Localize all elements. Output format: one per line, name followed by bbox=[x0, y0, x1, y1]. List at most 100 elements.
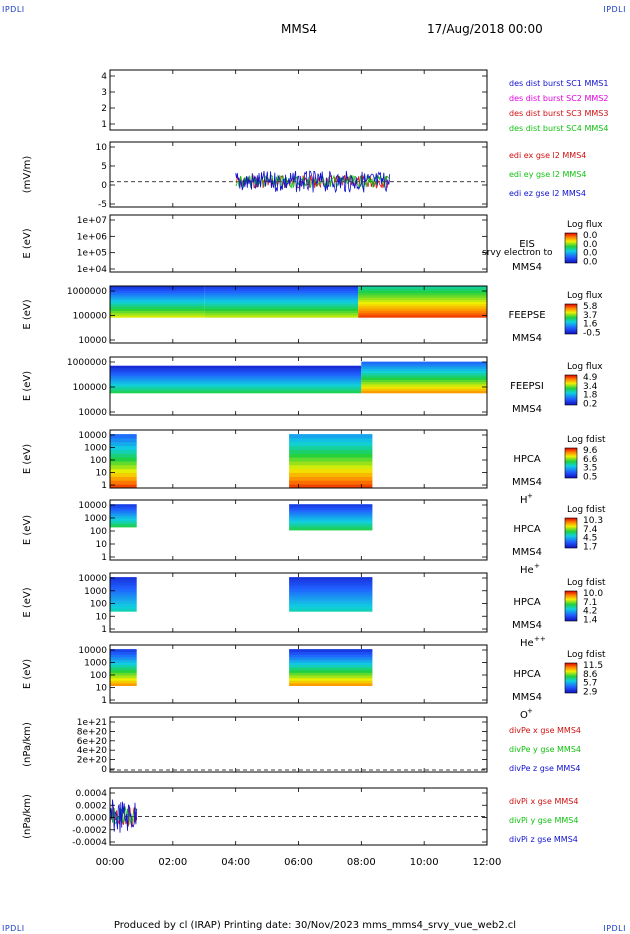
spectrogram-cell bbox=[289, 524, 373, 527]
species-charge: + bbox=[527, 492, 533, 500]
colorbar-tick-label: 4.5 bbox=[583, 534, 597, 544]
spectrogram-cell bbox=[110, 654, 137, 658]
spectrogram-cell bbox=[204, 310, 359, 314]
spectrogram-cell bbox=[289, 606, 373, 610]
colorbar-title: Log flux bbox=[567, 291, 603, 301]
y-tick-label: 8e+20 bbox=[77, 727, 108, 737]
spectrogram-cell bbox=[110, 659, 137, 663]
spectrogram-cell bbox=[110, 290, 205, 294]
spectrogram-cell bbox=[110, 594, 137, 597]
y-tick-label: 4e+20 bbox=[77, 746, 108, 756]
y-axis-label: (nPa/km) bbox=[22, 794, 33, 839]
spectrogram-cell bbox=[110, 677, 137, 681]
spacecraft-label: MMS4 bbox=[512, 620, 542, 631]
spectrogram-cell bbox=[361, 370, 487, 374]
colorbar-tick-label: 1.7 bbox=[583, 542, 597, 552]
series-line bbox=[109, 806, 138, 826]
spectrogram-cell bbox=[204, 308, 359, 311]
spectrogram-cell bbox=[289, 677, 373, 681]
spectrogram-cell bbox=[358, 312, 487, 316]
colorbar-tick-label: 9.6 bbox=[583, 446, 598, 456]
panel-edi-e bbox=[109, 141, 488, 208]
y-tick-label: 1000 bbox=[84, 514, 107, 524]
colorbar-tick-label: 11.5 bbox=[583, 661, 603, 671]
spectrogram-cell bbox=[358, 297, 487, 300]
y-tick-label: 10000 bbox=[78, 646, 107, 656]
y-tick-label: 100 bbox=[90, 671, 107, 681]
corner-mark-bottom-right: IPDLI bbox=[603, 924, 626, 933]
spectrogram-cell bbox=[361, 375, 487, 378]
instrument-label: HPCA bbox=[513, 524, 541, 535]
spectrogram-cell bbox=[358, 288, 487, 291]
spectrogram-cell bbox=[289, 449, 373, 454]
colorbar-tick-label: 5.7 bbox=[583, 679, 597, 689]
colorbar-title: Log flux bbox=[567, 220, 603, 230]
y-tick-label: 1 bbox=[101, 481, 107, 491]
species-label: He bbox=[520, 638, 534, 649]
spectrogram-cell bbox=[289, 517, 373, 520]
spectrogram-cell bbox=[289, 651, 373, 655]
y-tick-label: 10000 bbox=[78, 408, 107, 418]
y-tick-label: 100 bbox=[90, 527, 107, 537]
spectrogram-cell bbox=[110, 517, 137, 520]
species-label: He bbox=[520, 565, 534, 576]
spectrogram-cell bbox=[110, 445, 137, 450]
spectrogram-cell bbox=[110, 584, 137, 588]
colorbar-tick-label: 8.6 bbox=[583, 670, 598, 680]
footer-credit: Produced by cl (IRAP) Printing date: 30/… bbox=[113, 920, 517, 931]
spectrogram-cell bbox=[110, 523, 137, 526]
y-axis-label: E (eV) bbox=[22, 515, 33, 545]
legend-entry: divPe z gse MMS4 bbox=[509, 764, 580, 773]
colorbar-tick-label: 10.0 bbox=[583, 589, 603, 599]
spectrogram-cell bbox=[358, 303, 487, 307]
spectrogram-cell bbox=[358, 308, 487, 311]
spectrogram-cell bbox=[204, 312, 359, 316]
spacecraft-label: MMS4 bbox=[512, 404, 542, 415]
spectrogram-cell bbox=[110, 507, 137, 510]
spectrogram-cell bbox=[110, 453, 137, 458]
colorbar-tick-label: 3.7 bbox=[583, 311, 597, 321]
spectrogram-cell bbox=[289, 577, 373, 580]
spectrogram-cell bbox=[110, 586, 137, 590]
spectrogram-cell bbox=[110, 504, 137, 507]
spectrogram-cell bbox=[289, 461, 373, 466]
y-tick-label: 10 bbox=[96, 469, 108, 479]
spectrogram-cell bbox=[361, 377, 487, 380]
y-tick-label: 1 bbox=[101, 120, 107, 130]
spectrogram-cell bbox=[289, 662, 373, 666]
colorbar-tick-label: 7.1 bbox=[583, 598, 597, 608]
spectrogram-cell bbox=[358, 292, 487, 296]
spectrogram-cell bbox=[361, 386, 487, 389]
y-tick-label: 0.0002 bbox=[76, 801, 108, 811]
panel-eis bbox=[109, 214, 578, 273]
legend-entry: divPe x gse MMS4 bbox=[509, 726, 581, 735]
spectrogram-cell bbox=[110, 288, 205, 291]
spectrogram-cell bbox=[361, 388, 487, 392]
colorbar-tick-label: 7.4 bbox=[583, 525, 598, 535]
spectrogram-cell bbox=[110, 292, 205, 296]
spectrogram-cell bbox=[358, 286, 487, 289]
spectrogram-cell bbox=[289, 522, 373, 525]
y-tick-label: 1e+21 bbox=[77, 718, 107, 728]
y-tick-label: 1e+07 bbox=[77, 216, 107, 226]
instrument-label: HPCA bbox=[513, 454, 541, 465]
spectrogram-cell bbox=[110, 514, 137, 516]
colorbar-title: Log flux bbox=[567, 362, 603, 372]
spectrogram-cell bbox=[110, 608, 137, 612]
spectrogram-cell bbox=[289, 528, 373, 531]
spectrogram-cell bbox=[110, 315, 205, 318]
spectrogram-cell bbox=[289, 594, 373, 597]
spectrogram-cell bbox=[110, 385, 362, 388]
spectrogram-cell bbox=[110, 434, 137, 439]
spectrogram-cell bbox=[289, 649, 373, 653]
spectrogram-cell bbox=[110, 591, 137, 595]
y-tick-label: 6e+20 bbox=[77, 737, 108, 747]
spectrogram-cell bbox=[358, 310, 487, 314]
spacecraft-label: MMS4 bbox=[512, 547, 542, 558]
colorbar bbox=[564, 447, 578, 479]
colorbar-tick-label: 0.0 bbox=[583, 257, 598, 267]
colorbar-tick-label: 3.4 bbox=[583, 382, 598, 392]
spectrogram-cell bbox=[289, 441, 373, 447]
species-charge: + bbox=[534, 562, 540, 570]
spectrogram-cell bbox=[110, 664, 137, 668]
